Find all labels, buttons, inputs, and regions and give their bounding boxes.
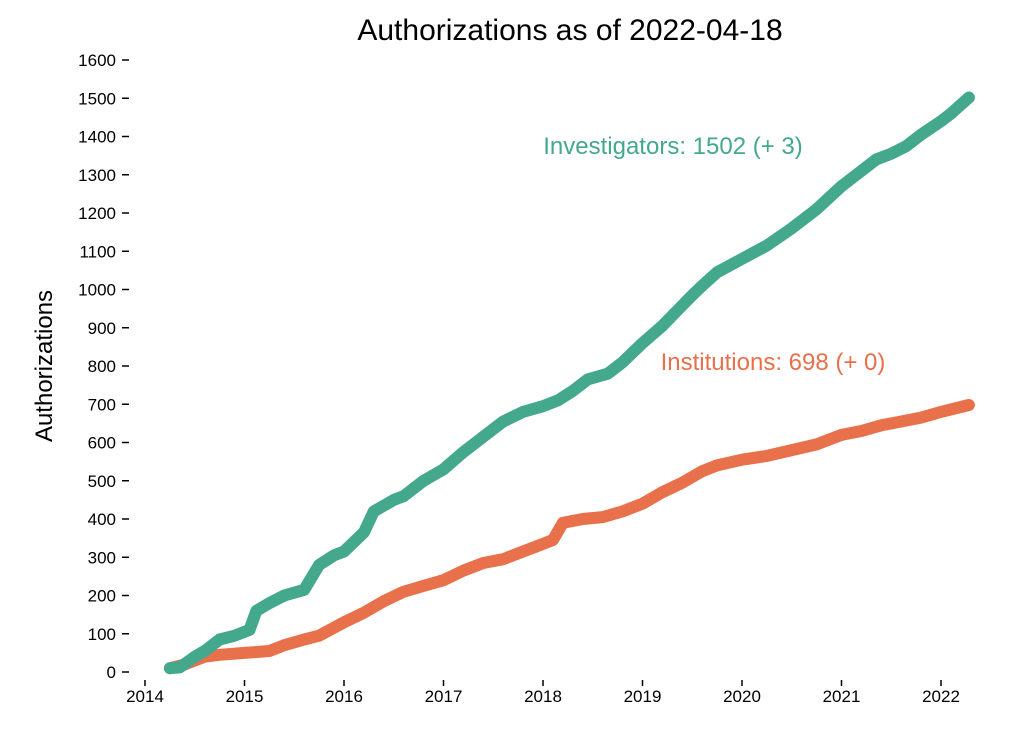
y-axis: 0 100 200 300 400 500 600 700 800 900 1000 1100 1200… [78,51,129,682]
y-tick-label: 400 [88,510,116,529]
x-tick-label: 2017 [425,687,463,706]
x-tick-label: 2016 [325,687,363,706]
y-tick-label: 1300 [78,166,116,185]
series-labels: Investigators: 1502 (+ 3) Institutions: 6… [543,133,885,376]
institutions-label: Institutions: 698 (+ 0) [661,349,886,376]
x-tick-label: 2018 [524,687,562,706]
institutions-line [163,399,975,675]
y-tick-label: 1100 [79,242,116,261]
x-tick-label: 2021 [823,687,861,706]
y-tick-label: 900 [88,319,116,338]
y-tick-label: 500 [88,472,116,491]
x-tick-label: 2014 [126,687,164,706]
series-group [163,91,975,675]
y-tick-label: 700 [88,395,116,414]
investigators-label: Investigators: 1502 (+ 3) [543,133,802,160]
x-tick-label: 2020 [723,687,761,706]
y-tick-label: 800 [88,357,116,376]
y-tick-label: 1000 [78,281,116,300]
y-tick-label: 600 [88,434,116,453]
y-tick-label: 1500 [78,89,116,108]
y-tick-label: 200 [88,587,116,606]
y-tick-label: 100 [88,625,116,644]
x-axis: 2014 2015 2016 2017 2018 2019 2020 2021 2022 [126,680,960,706]
y-tick-label: 1600 [78,51,116,70]
investigators-line [163,91,975,675]
x-tick-label: 2022 [922,687,960,706]
y-tick-label: 1400 [78,128,116,147]
x-tick-label: 2019 [624,687,662,706]
x-tick-label: 2015 [226,687,264,706]
y-tick-label: 0 [107,663,116,682]
y-axis-label: Authorizations [31,290,58,442]
chart-title: Authorizations as of 2022-04-18 [357,14,782,47]
y-tick-label: 1200 [78,204,116,223]
y-tick-label: 300 [88,548,116,567]
